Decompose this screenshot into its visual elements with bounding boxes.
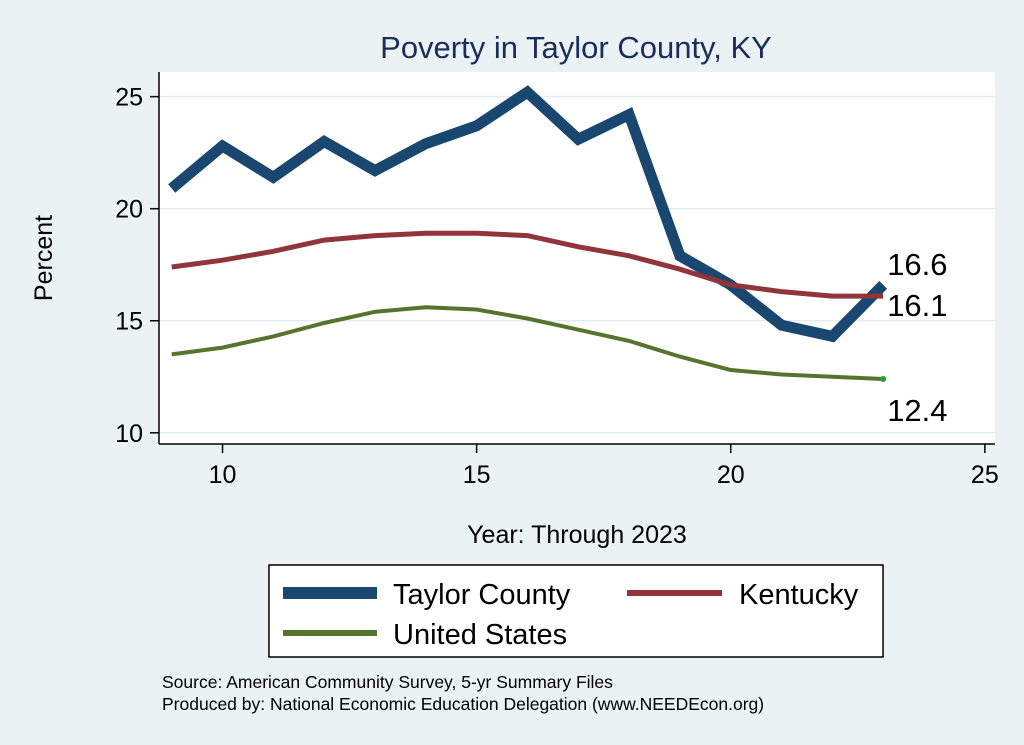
grid-lines <box>159 95 995 434</box>
x-tick-label: 10 <box>209 461 237 489</box>
x-tick-label: 15 <box>463 461 491 489</box>
legend-label-kentucky: Kentucky <box>739 579 859 611</box>
y-tick-label: 10 <box>115 420 143 448</box>
end-labels: 16.6 16.1 12.4 <box>887 247 947 428</box>
end-label-taylor-county: 16.6 <box>887 247 947 282</box>
end-label-kentucky: 16.1 <box>887 288 947 323</box>
plot-area <box>159 72 995 444</box>
legend-label-taylor-county: Taylor County <box>393 579 571 611</box>
x-tick-label: 20 <box>717 461 745 489</box>
series-line-kentucky <box>171 230 884 299</box>
legend-box <box>268 564 884 658</box>
end-point-united-states <box>880 376 887 383</box>
chart-title: Poverty in Taylor County, KY <box>380 30 772 65</box>
y-tick-label: 25 <box>115 84 143 112</box>
y-tick-label: 15 <box>115 308 143 336</box>
series-line-united-states <box>171 305 884 381</box>
series-line-taylor-county <box>168 85 888 343</box>
end-label-united-states: 12.4 <box>887 393 947 428</box>
source-note: Source: American Community Survey, 5-yr … <box>162 672 613 692</box>
x-axis-title: Year: Through 2023 <box>467 521 687 549</box>
y-tick-label: 20 <box>115 196 143 224</box>
legend: Taylor County Kentucky United States <box>268 564 884 658</box>
series-lines <box>168 85 888 383</box>
y-axis: 10 15 20 25 <box>115 72 160 448</box>
x-tick-label: 25 <box>971 461 999 489</box>
y-axis-title: Percent <box>30 215 58 301</box>
produced-by-note: Produced by: National Economic Education… <box>162 694 764 714</box>
legend-label-united-states: United States <box>393 619 567 651</box>
x-axis: 10 15 20 25 <box>159 443 999 489</box>
